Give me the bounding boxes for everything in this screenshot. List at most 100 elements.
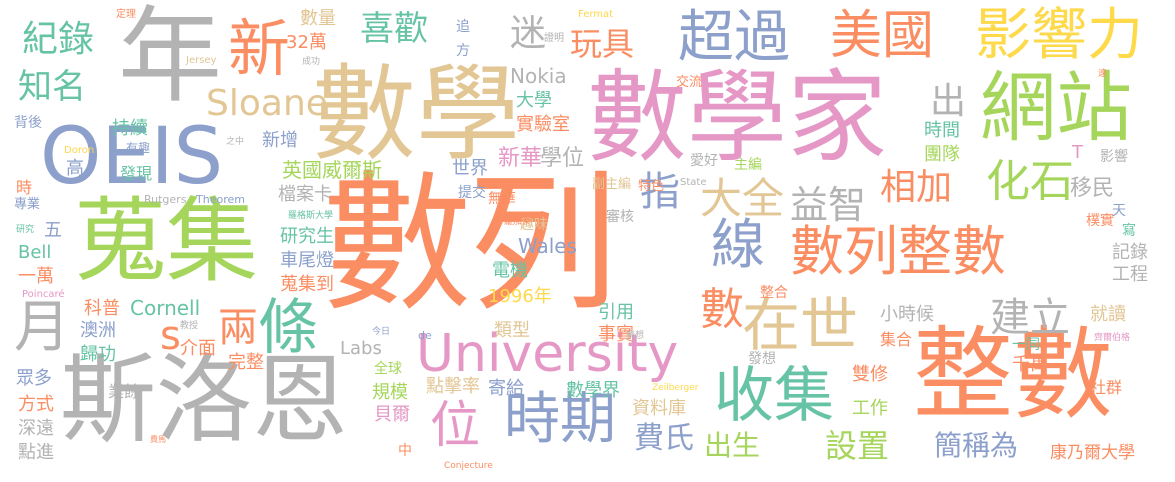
- word: 猜想: [626, 331, 645, 341]
- word: 成功: [302, 57, 321, 67]
- word: 有趣: [126, 141, 151, 155]
- word: 指: [640, 169, 680, 215]
- word: 點進: [18, 442, 54, 463]
- word: 齊爾伯格: [1094, 333, 1131, 343]
- word: 蒐集: [74, 188, 259, 295]
- word: 完整: [228, 352, 264, 373]
- word: 時: [16, 178, 33, 197]
- word: T: [1072, 142, 1083, 163]
- word: 中: [398, 443, 412, 459]
- word: 方: [456, 43, 470, 59]
- word: 大學: [516, 90, 552, 111]
- word: 一萬: [18, 266, 54, 287]
- word: 資料庫: [632, 398, 686, 419]
- word: 龐加萊: [504, 217, 532, 227]
- word: 特色: [638, 179, 665, 194]
- word: 斯洛恩: [60, 344, 348, 456]
- word: 影響力: [975, 3, 1143, 68]
- word: Sloane: [206, 83, 328, 124]
- word: 工程: [1112, 264, 1148, 285]
- word: 證明: [544, 33, 564, 44]
- word: 在世: [742, 291, 859, 359]
- word: 教授: [180, 321, 199, 331]
- word: 記錄: [1112, 242, 1148, 263]
- word: 研究: [16, 225, 35, 235]
- word: 化石: [986, 156, 1074, 207]
- word: 羅格斯大學: [288, 211, 334, 221]
- word: Theorem: [196, 193, 245, 206]
- word: 寄給: [488, 378, 524, 399]
- word: 移民: [1070, 176, 1115, 201]
- word: 益智: [790, 183, 867, 227]
- word: 點擊率: [426, 376, 480, 397]
- word: 專業: [14, 197, 41, 212]
- word: 團隊: [924, 144, 960, 165]
- word: 規模: [372, 382, 408, 403]
- word: 學位: [540, 146, 585, 171]
- word: 兩: [218, 305, 258, 351]
- word: 定理: [116, 9, 136, 20]
- word: 整合: [760, 285, 788, 301]
- word: 蒐集到: [280, 274, 334, 295]
- word: 一同: [1012, 337, 1040, 353]
- word: 持續: [112, 118, 148, 139]
- word: 雙修: [852, 364, 888, 385]
- word: 愛好: [690, 153, 718, 169]
- word: 主編: [734, 157, 762, 173]
- word: 研究生: [280, 226, 334, 247]
- word: 時期: [504, 387, 616, 452]
- word: 遠: [1098, 69, 1108, 79]
- word: 背後: [14, 115, 42, 131]
- word: 追: [456, 19, 470, 35]
- word: 檔案卡: [278, 184, 332, 205]
- word: 出生: [704, 429, 761, 462]
- word: University: [416, 324, 679, 384]
- word: 今日: [372, 327, 391, 337]
- word: 眾多: [16, 368, 52, 389]
- word: 全球: [374, 361, 402, 377]
- word: 車尾燈: [280, 250, 334, 271]
- word: 就讀: [1090, 304, 1126, 325]
- word: OEIS: [40, 112, 224, 202]
- word: 無華: [488, 191, 516, 207]
- word: 數學: [312, 53, 521, 175]
- word: 工作: [852, 398, 888, 419]
- word: 澳洲: [80, 320, 116, 341]
- word: 類型: [494, 320, 530, 341]
- word: 建立: [990, 295, 1070, 341]
- word: 電機: [492, 260, 528, 281]
- word: Labs: [340, 338, 382, 359]
- word: 副主編: [592, 177, 632, 192]
- word: 數量: [300, 8, 336, 29]
- word: 數: [700, 284, 744, 335]
- word: 審核: [606, 209, 634, 225]
- word: 業餘: [108, 382, 141, 401]
- word: 新: [228, 12, 291, 85]
- word: Conjecture: [444, 461, 493, 471]
- word: 五: [44, 220, 62, 241]
- word: 實驗室: [516, 114, 570, 135]
- word: 深遠: [18, 418, 54, 439]
- word: de: [418, 329, 432, 342]
- word: 世界: [452, 158, 488, 179]
- word: 32萬: [286, 32, 327, 53]
- word: 美國: [830, 6, 935, 66]
- word: 月: [14, 295, 70, 360]
- word: 網站: [980, 63, 1132, 152]
- word: s: [160, 313, 181, 359]
- word: 方式: [18, 394, 54, 415]
- word: 發現: [120, 164, 153, 183]
- word: 集合: [880, 330, 913, 349]
- word: 數列整數: [790, 220, 1006, 283]
- word: 寫: [1122, 223, 1136, 239]
- word: 時間: [924, 120, 960, 141]
- word: 千萬: [1012, 354, 1048, 375]
- word: 交流: [676, 75, 703, 90]
- word: 樸實: [1086, 213, 1114, 229]
- word: 簡稱為: [934, 429, 1019, 462]
- word: 歸功: [80, 344, 116, 365]
- word: 喜歡: [360, 9, 428, 49]
- word: Cornell: [130, 296, 201, 320]
- word: State: [680, 177, 707, 188]
